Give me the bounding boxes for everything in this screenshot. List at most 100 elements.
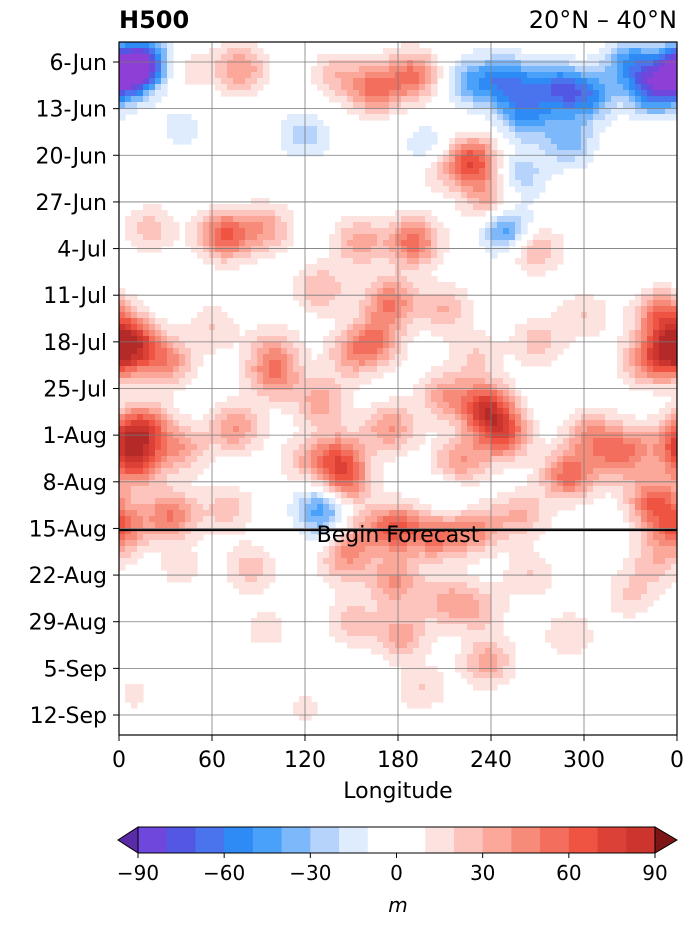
heatmap-cell bbox=[461, 456, 468, 463]
heatmap-cell bbox=[413, 504, 420, 511]
heatmap-cell bbox=[383, 240, 390, 247]
heatmap-cell bbox=[215, 234, 222, 241]
heatmap-cell bbox=[131, 444, 138, 451]
heatmap-cell bbox=[221, 48, 228, 55]
heatmap-cell bbox=[671, 540, 678, 547]
heatmap-cell bbox=[329, 270, 336, 277]
heatmap-cell bbox=[119, 324, 126, 331]
heatmap-cell bbox=[539, 180, 546, 187]
heatmap-cell bbox=[239, 378, 246, 385]
heatmap-cell bbox=[455, 330, 462, 337]
heatmap-cell bbox=[437, 570, 444, 577]
heatmap-cell bbox=[443, 450, 450, 457]
heatmap-cell bbox=[377, 372, 384, 379]
heatmap-cell bbox=[161, 480, 168, 487]
heatmap-cell bbox=[461, 348, 468, 355]
heatmap-cell bbox=[629, 372, 636, 379]
heatmap-cell bbox=[671, 402, 678, 409]
heatmap-cell bbox=[251, 390, 258, 397]
heatmap-cell bbox=[641, 426, 648, 433]
heatmap-cell bbox=[521, 246, 528, 253]
heatmap-cell bbox=[353, 264, 360, 271]
heatmap-cell bbox=[491, 456, 498, 463]
heatmap-cell bbox=[389, 582, 396, 589]
heatmap-cell bbox=[521, 324, 528, 331]
heatmap-cell bbox=[647, 486, 654, 493]
heatmap-cell bbox=[425, 60, 432, 67]
heatmap-cell bbox=[389, 456, 396, 463]
heatmap-cell bbox=[335, 360, 342, 367]
heatmap-cell bbox=[317, 570, 324, 577]
heatmap-cell bbox=[401, 42, 408, 49]
heatmap-cell bbox=[491, 162, 498, 169]
heatmap-cell bbox=[173, 414, 180, 421]
heatmap-cell bbox=[347, 336, 354, 343]
heatmap-cell bbox=[263, 354, 270, 361]
heatmap-cell bbox=[221, 66, 228, 73]
heatmap-cell bbox=[407, 282, 414, 289]
heatmap-cell bbox=[263, 414, 270, 421]
heatmap-cell bbox=[251, 558, 258, 565]
heatmap-cell bbox=[131, 60, 138, 67]
heatmap-cell bbox=[401, 240, 408, 247]
heatmap-cell bbox=[461, 468, 468, 475]
heatmap-cell bbox=[425, 534, 432, 541]
heatmap-cell bbox=[665, 408, 672, 415]
heatmap-cell bbox=[191, 336, 198, 343]
heatmap-cell bbox=[605, 468, 612, 475]
heatmap-cell bbox=[185, 468, 192, 475]
heatmap-cell bbox=[539, 114, 546, 121]
heatmap-cell bbox=[149, 216, 156, 223]
heatmap-cell bbox=[641, 114, 648, 121]
heatmap-cell bbox=[437, 174, 444, 181]
heatmap-cell bbox=[497, 96, 504, 103]
heatmap-cell bbox=[437, 312, 444, 319]
heatmap-cell bbox=[377, 570, 384, 577]
heatmap-cell bbox=[557, 144, 564, 151]
heatmap-cell bbox=[527, 564, 534, 571]
heatmap-cell bbox=[449, 528, 456, 535]
heatmap-cell bbox=[431, 468, 438, 475]
heatmap-cell bbox=[185, 474, 192, 481]
heatmap-cell bbox=[245, 90, 252, 97]
heatmap-cell bbox=[551, 336, 558, 343]
heatmap-cell bbox=[401, 312, 408, 319]
heatmap-cell bbox=[491, 222, 498, 229]
heatmap-cell bbox=[437, 402, 444, 409]
heatmap-cell bbox=[347, 354, 354, 361]
heatmap-cell bbox=[485, 138, 492, 145]
heatmap-cell bbox=[215, 420, 222, 427]
heatmap-cell bbox=[527, 492, 534, 499]
heatmap-cell bbox=[245, 408, 252, 415]
heatmap-cell bbox=[275, 222, 282, 229]
heatmap-cell bbox=[515, 138, 522, 145]
heatmap-cell bbox=[335, 390, 342, 397]
heatmap-cell bbox=[299, 414, 306, 421]
heatmap-cell bbox=[143, 540, 150, 547]
heatmap-cell bbox=[311, 138, 318, 145]
heatmap-cell bbox=[515, 234, 522, 241]
heatmap-cell bbox=[125, 384, 132, 391]
heatmap-cell bbox=[587, 156, 594, 163]
heatmap-cell bbox=[491, 390, 498, 397]
heatmap-cell bbox=[257, 396, 264, 403]
heatmap-cell bbox=[485, 342, 492, 349]
heatmap-cell bbox=[545, 78, 552, 85]
heatmap-cell bbox=[401, 276, 408, 283]
heatmap-cell bbox=[431, 372, 438, 379]
heatmap-cell bbox=[569, 138, 576, 145]
heatmap-cell bbox=[323, 468, 330, 475]
heatmap-cell bbox=[467, 450, 474, 457]
heatmap-cell bbox=[257, 366, 264, 373]
heatmap-cell bbox=[371, 474, 378, 481]
heatmap-cell bbox=[635, 468, 642, 475]
heatmap-cell bbox=[161, 48, 168, 55]
heatmap-cell bbox=[473, 48, 480, 55]
heatmap-cell bbox=[455, 66, 462, 73]
heatmap-cell bbox=[269, 330, 276, 337]
heatmap-cell bbox=[197, 222, 204, 229]
heatmap-cell bbox=[137, 552, 144, 559]
heatmap-cell bbox=[671, 450, 678, 457]
heatmap-cell bbox=[323, 396, 330, 403]
heatmap-cell bbox=[251, 444, 258, 451]
